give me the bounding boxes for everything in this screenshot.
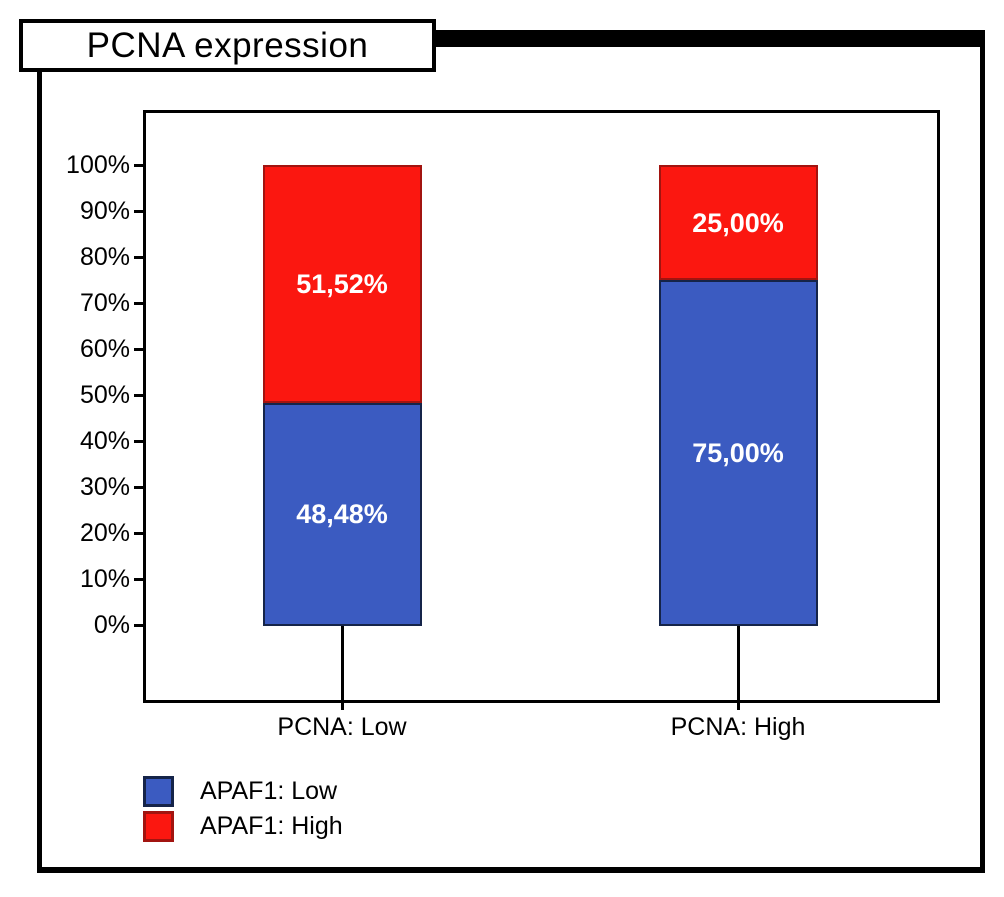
y-axis-tick <box>134 393 143 397</box>
y-axis-tick <box>134 577 143 581</box>
bar-segment <box>262 402 422 626</box>
y-axis-tick-label: 100% <box>66 151 130 179</box>
bar-segment <box>658 165 818 281</box>
x-axis-category-label: PCNA: Low <box>277 713 407 741</box>
y-axis-tick <box>134 485 143 489</box>
bar-segment <box>262 165 422 403</box>
y-axis-tick-label: 40% <box>79 427 130 455</box>
y-axis-tick <box>134 209 143 213</box>
y-axis-tick-label: 80% <box>79 243 130 271</box>
y-axis-tick-label: 30% <box>79 473 130 501</box>
y-axis-tick <box>134 347 143 351</box>
bar-stem <box>340 626 344 710</box>
y-axis-tick-label: 90% <box>79 197 130 225</box>
bar-data-label: 25,00% <box>692 207 784 238</box>
y-axis-tick <box>134 163 143 167</box>
y-axis-tick-label: 10% <box>79 565 130 593</box>
chart-title: PCNA expression <box>86 25 369 65</box>
y-axis-tick-label: 0% <box>93 611 130 639</box>
y-axis-tick-label: 50% <box>79 381 130 409</box>
bar-data-label: 51,52% <box>296 268 388 299</box>
legend-label-apaf1-low: APAF1: Low <box>200 777 338 805</box>
bar-stem <box>736 626 740 710</box>
legend-swatch-apaf1-low <box>143 776 174 807</box>
y-axis-tick <box>134 439 143 443</box>
bar-data-label: 75,00% <box>692 438 784 469</box>
legend-label-apaf1-high: APAF1: High <box>200 812 343 840</box>
chart-title-box: PCNA expression <box>19 19 436 72</box>
y-axis-tick-label: 70% <box>79 289 130 317</box>
y-axis-tick <box>134 255 143 259</box>
y-axis-tick-label: 60% <box>79 335 130 363</box>
x-axis-category-label: PCNA: High <box>670 713 806 741</box>
y-axis-tick <box>134 623 143 627</box>
bar-segment <box>658 280 818 626</box>
y-axis-tick <box>134 531 143 535</box>
legend-swatch-apaf1-high <box>143 811 174 842</box>
bar-data-label: 48,48% <box>296 499 388 530</box>
y-axis-tick-label: 20% <box>79 519 130 547</box>
y-axis-tick <box>134 301 143 305</box>
